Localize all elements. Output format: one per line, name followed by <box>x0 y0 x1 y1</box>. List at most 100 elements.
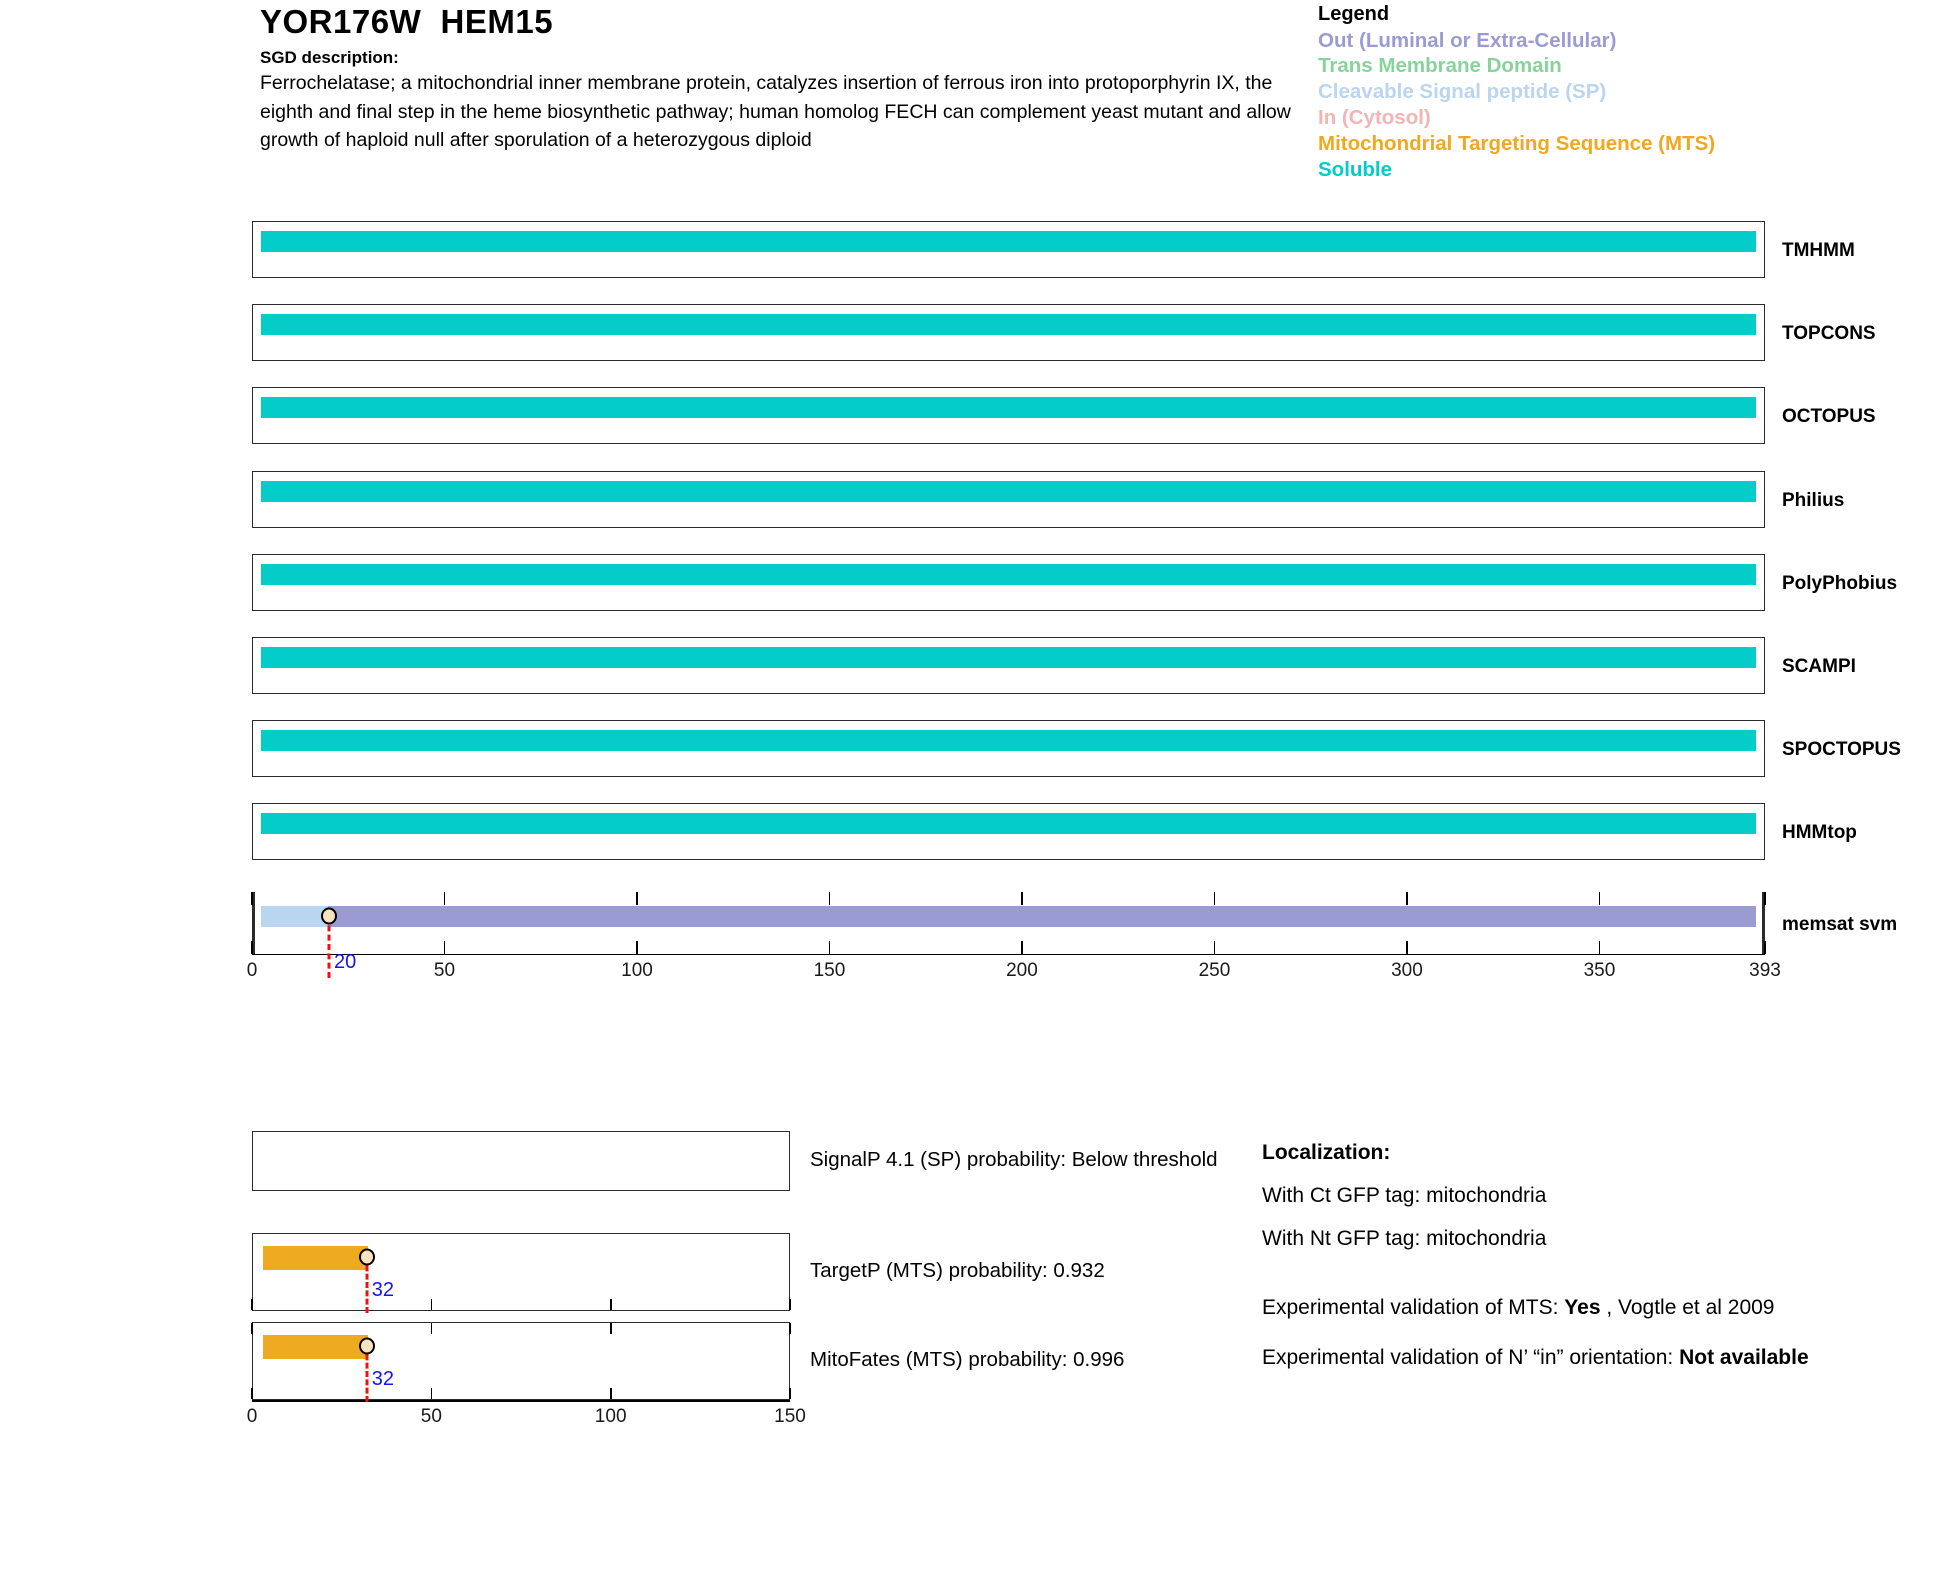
orientation-validation-value: Not available <box>1679 1346 1809 1369</box>
mts-marker-value-1: 32 <box>371 1279 395 1301</box>
mts-validation-suffix: , Vogtle et al 2009 <box>1600 1296 1775 1319</box>
legend-item-5: Soluble <box>1318 157 1393 181</box>
localization-title: Localization: <box>1262 1141 1391 1164</box>
short-ruler-tick-top-150 <box>789 1323 791 1334</box>
legend-item-3: In (Cytosol) <box>1318 106 1431 130</box>
legend-item-4: Mitochondrial Targeting Sequence (MTS) <box>1318 131 1716 155</box>
memsat-box-edge-left <box>253 891 255 954</box>
legend-items: Out (Luminal or Extra-Cellular) Trans Mem… <box>1318 28 1948 183</box>
main-axis-tick-label-250: 250 <box>1198 959 1231 981</box>
orientation-validation-prefix: Experimental validation of N’ “in” orien… <box>1262 1346 1680 1369</box>
track-box-mitofates <box>251 1322 791 1400</box>
mts-marker-value-2: 32 <box>371 1368 395 1390</box>
track-label-hmmtop: HMMtop <box>1782 822 1857 844</box>
mts-marker-circle-2 <box>358 1337 375 1355</box>
short-axis-tick-label-50: 50 <box>420 1406 442 1427</box>
track-label-spoctopus: SPOCTOPUS <box>1782 739 1901 761</box>
ruler-tick-bottom-100 <box>636 940 638 954</box>
main-axis-tick-label-200: 200 <box>1006 959 1038 981</box>
mts-marker-line-2 <box>365 1346 369 1402</box>
mts-validation-prefix: Experimental validation of MTS: <box>1262 1296 1565 1319</box>
ruler-tick-bottom-350 <box>1598 940 1601 954</box>
legend-item-1: Trans Membrane Domain <box>1318 54 1562 78</box>
track-segment-cleavable <box>261 905 329 927</box>
nt-gfp-localization: With Nt GFP tag: mitochondria <box>1262 1227 1547 1250</box>
memsat-marker-value: 20 <box>333 950 357 973</box>
track-segment-soluble <box>261 480 1757 502</box>
track-box-topcons <box>252 304 1765 362</box>
track-box-targetp <box>251 1233 791 1311</box>
short-ruler-tick-top-0 <box>251 1323 253 1334</box>
memsat-marker-circle <box>320 907 337 925</box>
ruler-tick-bottom-250 <box>1213 940 1216 954</box>
short-ruler-tick-bottom-100 <box>610 1299 612 1310</box>
sgd-description-label: SGD description: <box>260 48 399 68</box>
track-label-scampi: SCAMPI <box>1782 656 1856 677</box>
header: YOR176W HEM15 SGD description: Ferrochel… <box>260 3 1300 155</box>
short-ruler-tick-top-100 <box>610 1323 612 1334</box>
track-segment-soluble <box>261 397 1757 419</box>
short-ruler-tick-bottom-100 <box>610 1388 612 1399</box>
track-box-hmmtop <box>252 803 1765 861</box>
track-label-octopus: OCTOPUS <box>1782 406 1876 428</box>
track-label-topcons: TOPCONS <box>1782 323 1876 345</box>
probability-text-targetp: TargetP (MTS) probability: 0.932 <box>810 1259 1105 1282</box>
legend: Legend Out (Luminal or Extra-Cellular) Tr… <box>1318 2 1948 183</box>
legend-item-2: Cleavable Signal peptide (SP) <box>1318 80 1607 104</box>
mts-experimental-validation: Experimental validation of MTS: Yes , Vo… <box>1262 1297 1950 1318</box>
ruler-tick-bottom-50 <box>443 940 446 954</box>
mts-bar-mitofates <box>263 1335 368 1359</box>
ruler-tick-bottom-393 <box>1764 940 1766 954</box>
main-axis-tick-label-50: 50 <box>433 959 456 981</box>
mts-marker-circle-1 <box>358 1248 375 1266</box>
short-ruler-tick-bottom-0 <box>251 1299 253 1310</box>
mts-bar-targetp <box>263 1246 368 1270</box>
localization-info-panel: Localization: With Ct GFP tag: mitochond… <box>1262 1142 1950 1395</box>
main-axis-tick-label-300: 300 <box>1391 959 1423 981</box>
page-title: YOR176W HEM15 <box>260 3 554 40</box>
track-label-memsat-svm: memsat svm <box>1782 913 1898 935</box>
orientation-experimental-validation: Experimental validation of N’ “in” orien… <box>1262 1344 1872 1373</box>
short-axis-tick-label-150: 150 <box>774 1406 806 1427</box>
main-axis-tick-label-350: 350 <box>1583 959 1616 981</box>
mts-validation-value: Yes <box>1564 1296 1601 1319</box>
short-ruler-tick-bottom-50 <box>430 1388 433 1399</box>
probability-text-signalp: SignalP 4.1 (SP) probability: Below thre… <box>810 1148 1218 1171</box>
ruler-tick-top-150 <box>828 891 831 905</box>
ruler-tick-bottom-200 <box>1021 940 1023 954</box>
sgd-description-text: Ferrochelatase; a mitochondrial inner me… <box>260 71 1291 152</box>
track-box-scampi <box>252 637 1765 694</box>
main-axis-line <box>252 953 1765 956</box>
track-segment-soluble <box>261 563 1757 585</box>
ruler-tick-bottom-150 <box>828 940 831 954</box>
track-box-octopus <box>252 387 1765 445</box>
track-box-tmhmm <box>252 221 1765 278</box>
track-box-spoctopus <box>252 720 1765 778</box>
track-box-memsat-svm <box>251 891 1766 954</box>
legend-title: Legend <box>1318 3 1390 25</box>
track-segment-soluble <box>261 813 1757 835</box>
main-axis-tick-label-150: 150 <box>813 959 846 981</box>
ct-gfp-localization: With Ct GFP tag: mitochondria <box>1262 1184 1547 1207</box>
probability-text-mitofates: MitoFates (MTS) probability: 0.996 <box>810 1348 1125 1371</box>
ruler-tick-top-100 <box>636 891 638 905</box>
ruler-tick-bottom-300 <box>1406 940 1408 954</box>
track-segment-soluble <box>261 314 1757 336</box>
short-ruler-tick-bottom-50 <box>430 1299 433 1310</box>
short-axis-tick-label-0: 0 <box>246 1406 258 1427</box>
mts-marker-line-1 <box>365 1257 369 1313</box>
main-axis-tick-label-100: 100 <box>621 959 653 981</box>
ruler-tick-bottom-0 <box>251 940 253 954</box>
short-ruler-tick-bottom-150 <box>789 1299 791 1310</box>
ruler-tick-top-350 <box>1598 891 1601 905</box>
memsat-marker-line <box>327 915 331 978</box>
track-label-tmhmm: TMHMM <box>1782 240 1855 261</box>
track-box-signalp <box>252 1131 790 1191</box>
main-axis-tick-label-0: 0 <box>246 959 258 981</box>
track-box-philius <box>252 470 1765 528</box>
short-ruler-tick-top-50 <box>430 1323 433 1334</box>
track-segment-soluble <box>261 647 1757 668</box>
track-segment-out <box>328 905 1757 927</box>
ruler-tick-top-200 <box>1021 891 1023 905</box>
